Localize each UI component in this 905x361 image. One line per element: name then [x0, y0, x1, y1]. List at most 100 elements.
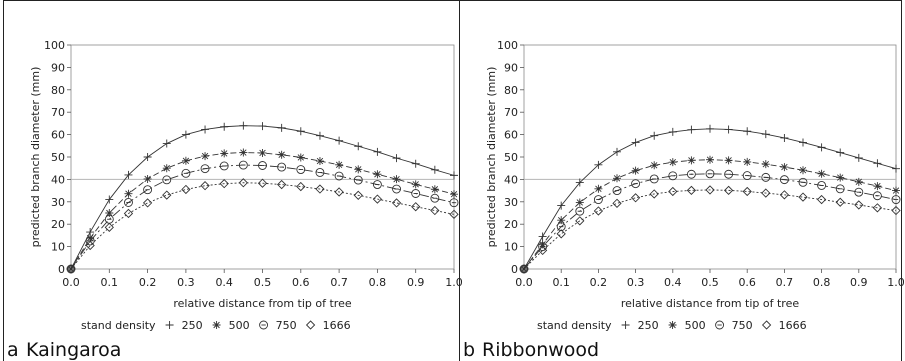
x-tick-label: 1.0 — [445, 276, 463, 289]
series-500 — [67, 148, 458, 273]
data-point-750-ring — [123, 198, 133, 207]
panel-a: 0 10 20 30 40 50 60 70 80 90 100 0.0 0.1 0.2 0.3 0.4 0.5… — [3, 0, 463, 361]
data-point-750-ring — [296, 165, 306, 174]
data-point-750-ring — [854, 187, 864, 197]
data-point-250 — [354, 142, 363, 151]
data-point-750-ring — [556, 222, 566, 232]
data-point-750-ring — [761, 172, 771, 182]
legend-marker-250 — [165, 321, 174, 329]
data-point-1666 — [66, 264, 76, 274]
data-point-250 — [724, 125, 733, 134]
data-point-750 — [761, 172, 771, 182]
data-point-750-ring — [835, 184, 845, 194]
data-point-500 — [392, 175, 401, 184]
data-point-1666 — [200, 181, 210, 191]
data-point-750-ring — [724, 169, 734, 179]
data-point-750 — [835, 184, 845, 194]
panel-letter: b — [463, 339, 475, 361]
data-point-500 — [631, 166, 640, 175]
data-point-1666 — [296, 181, 306, 192]
data-point-1666 — [816, 194, 827, 205]
legend-marker-500 — [668, 321, 677, 329]
data-point-250 — [315, 131, 324, 140]
data-point-750 — [430, 193, 440, 203]
data-point-250 — [181, 130, 190, 139]
data-point-500 — [124, 189, 133, 198]
data-point-500 — [239, 148, 248, 157]
data-point-750 — [891, 195, 901, 205]
data-point-250 — [631, 138, 640, 147]
data-point-750 — [686, 169, 696, 179]
data-point-250 — [799, 138, 807, 147]
panel-letter: a — [7, 339, 19, 361]
legend-label-250: 250 — [638, 319, 659, 332]
series-500 — [520, 155, 900, 273]
data-point-250 — [706, 124, 714, 133]
data-point-1666 — [277, 179, 287, 190]
data-point-500 — [105, 209, 114, 217]
data-point-1666 — [334, 187, 344, 197]
data-point-1666 — [123, 208, 134, 219]
data-point-1666 — [649, 189, 659, 199]
data-point-750-ring — [392, 184, 401, 194]
data-point-500 — [594, 184, 603, 193]
data-point-250 — [687, 125, 696, 134]
data-point-750 — [779, 175, 789, 185]
y-tick-label: 40 — [504, 173, 518, 186]
data-point-750 — [593, 195, 603, 205]
data-point-750-ring — [372, 180, 382, 190]
y-tick-label: 100 — [44, 39, 65, 52]
data-point-500 — [873, 182, 882, 191]
data-point-750-ring — [315, 168, 325, 177]
data-point-500 — [780, 163, 789, 172]
data-point-250 — [557, 201, 566, 210]
data-point-750 — [742, 171, 752, 181]
data-point-750-ring — [143, 185, 153, 195]
legend-marker-750-ring — [715, 320, 725, 330]
data-point-1666 — [181, 184, 191, 195]
x-tick-label: 0.4 — [664, 276, 682, 289]
data-point-750 — [705, 169, 715, 179]
data-point-750 — [315, 168, 325, 177]
data-point-500 — [854, 177, 863, 186]
data-point-500 — [668, 158, 677, 167]
x-tick-label: 0.5 — [254, 276, 272, 289]
data-point-500 — [613, 174, 621, 183]
x-tick-label: 1.0 — [887, 276, 905, 289]
data-point-1666 — [742, 186, 752, 197]
data-point-250 — [575, 178, 584, 187]
legend-label-750: 750 — [276, 319, 297, 332]
data-point-750-ring — [779, 175, 789, 185]
x-tick-label: 0.2 — [590, 276, 608, 289]
data-point-750-ring — [612, 186, 622, 196]
panel-b: 0 10 20 30 40 50 60 70 80 90 100 0.0 0.1 0.2 0.3 0.4 0.5… — [459, 0, 905, 361]
legend-label-250: 250 — [182, 319, 203, 332]
data-point-750 — [392, 184, 401, 194]
legend-title: stand density — [81, 319, 156, 332]
data-point-750-ring — [891, 195, 901, 205]
y-tick-label: 90 — [51, 61, 65, 74]
y-tick-label: 70 — [504, 106, 518, 119]
data-point-1666 — [353, 190, 363, 200]
data-point-750 — [372, 180, 382, 190]
data-point-500 — [181, 156, 190, 165]
data-point-500 — [557, 216, 566, 225]
data-point-750-ring — [593, 195, 603, 205]
y-tick-label: 10 — [504, 241, 518, 254]
data-point-500 — [373, 170, 382, 179]
data-point-250 — [650, 131, 659, 140]
data-point-250 — [105, 195, 114, 204]
legend-title: stand density — [537, 319, 612, 332]
data-point-750 — [817, 180, 827, 190]
data-point-750-ring — [686, 169, 696, 179]
data-point-500 — [258, 148, 267, 157]
data-point-1666 — [162, 190, 172, 200]
legend-label-750: 750 — [732, 319, 753, 332]
legend-marker-1666 — [305, 320, 316, 330]
data-point-250 — [761, 130, 770, 139]
data-point-500 — [650, 161, 659, 170]
series-1666 — [519, 185, 901, 274]
data-point-500 — [724, 156, 733, 165]
data-point-1666 — [315, 184, 325, 194]
y-tick-label: 50 — [51, 151, 65, 164]
